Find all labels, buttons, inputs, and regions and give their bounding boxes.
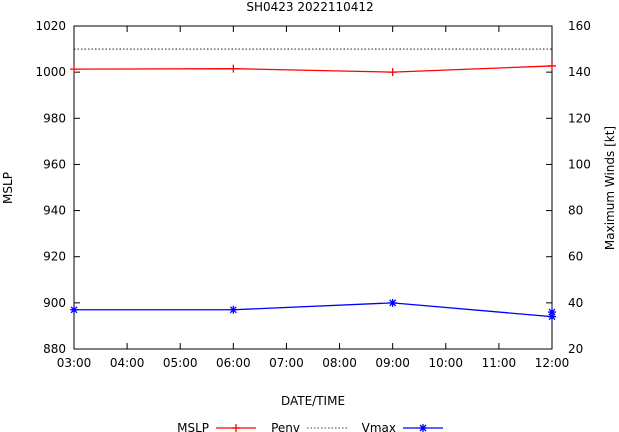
x-axis: 03:00 04:00 05:00 06:00 07:00 08:00 09:00 10:00… xyxy=(57,26,570,370)
data-point-vmax xyxy=(388,298,397,307)
x-tick-label: 06:00 xyxy=(216,356,251,370)
series-line-vmax xyxy=(74,302,553,318)
y-left-tick-label: 880 xyxy=(43,342,66,356)
x-tick-label: 07:00 xyxy=(269,356,304,370)
y-right-tick-label: 20 xyxy=(568,342,583,356)
legend-label: Vmax xyxy=(362,421,396,432)
y-left-tick-label: 940 xyxy=(43,204,66,218)
legend-item-penv: Penv xyxy=(271,421,347,432)
y-right-tick-label: 60 xyxy=(568,250,583,264)
series-layer xyxy=(70,48,556,321)
x-tick-label: 10:00 xyxy=(428,356,463,370)
y-left-tick-label: 920 xyxy=(43,250,66,264)
y-left-axis: 880 900 920 940 960 980 1000 1020 xyxy=(35,19,552,356)
y-right-tick-label: 140 xyxy=(568,65,591,79)
data-point-vmax xyxy=(548,312,556,321)
plot-area xyxy=(73,25,553,350)
y-left-tick-label: 960 xyxy=(43,157,66,171)
y-right-tick-label: 160 xyxy=(568,19,591,33)
legend-item-vmax: Vmax xyxy=(362,421,443,432)
y-right-tick-label: 100 xyxy=(568,157,591,171)
legend-label: Penv xyxy=(271,421,300,432)
y-left-tick-label: 1020 xyxy=(35,19,66,33)
x-tick-label: 03:00 xyxy=(57,356,92,370)
series-line-mslp xyxy=(73,65,553,73)
y-right-tick-label: 120 xyxy=(568,111,591,125)
data-point-vmax xyxy=(70,305,78,314)
legend-swatch-marker xyxy=(419,424,427,432)
data-point-mslp xyxy=(548,61,556,70)
y-right-tick-label: 80 xyxy=(568,204,583,218)
x-axis-label: DATE/TIME xyxy=(281,394,345,408)
y-right-axis-label: Maximum Winds [kt] xyxy=(603,126,617,250)
legend-label: MSLP xyxy=(177,421,209,432)
x-tick-label: 11:00 xyxy=(482,356,517,370)
data-point-vmax xyxy=(548,308,556,317)
legend-item-mslp: MSLP xyxy=(177,421,256,432)
legend-swatch-marker xyxy=(232,424,240,432)
y-left-tick-label: 1000 xyxy=(35,65,66,79)
series-mslp xyxy=(70,61,556,77)
x-tick-label: 12:00 xyxy=(535,356,570,370)
x-tick-label: 09:00 xyxy=(375,356,410,370)
x-tick-label: 05:00 xyxy=(163,356,198,370)
data-point-mslp xyxy=(229,64,238,73)
y-right-tick-label: 40 xyxy=(568,296,583,310)
legend: MSLP Penv Vmax xyxy=(177,421,443,432)
y-right-axis: 20 40 60 80 100 120 140 160 xyxy=(568,19,591,356)
y-left-tick-label: 980 xyxy=(43,111,66,125)
x-tick-label: 08:00 xyxy=(322,356,357,370)
data-point-mslp xyxy=(70,65,78,74)
x-tick-label: 04:00 xyxy=(110,356,145,370)
plot-frame xyxy=(73,25,553,350)
y-left-axis-label: MSLP xyxy=(1,172,15,204)
chart-title: SH0423 2022110412 xyxy=(246,0,373,14)
data-point-mslp xyxy=(388,68,397,77)
y-left-tick-label: 900 xyxy=(43,296,66,310)
data-point-vmax xyxy=(229,305,238,314)
series-vmax xyxy=(70,298,556,321)
